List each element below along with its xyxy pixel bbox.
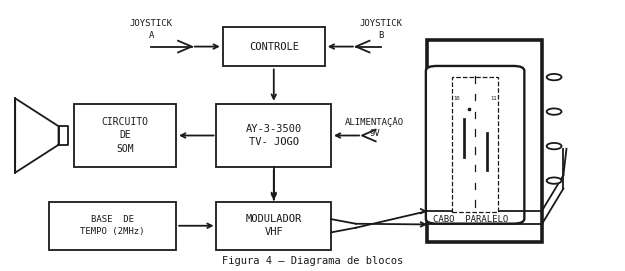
Circle shape <box>547 108 561 115</box>
Bar <box>216 104 331 167</box>
Text: 10: 10 <box>453 96 460 101</box>
Bar <box>427 40 542 242</box>
Text: ALIMENTAÇÃO
9V: ALIMENTAÇÃO 9V <box>345 117 404 138</box>
Circle shape <box>547 74 561 80</box>
FancyBboxPatch shape <box>426 66 524 224</box>
Bar <box>452 77 498 212</box>
Circle shape <box>547 178 561 184</box>
Text: JOYSTICK
A: JOYSTICK A <box>130 19 173 40</box>
Text: JOYSTICK
B: JOYSTICK B <box>359 19 402 40</box>
Text: CONTROLE: CONTROLE <box>249 41 299 51</box>
Text: Figura 4 – Diagrama de blocos: Figura 4 – Diagrama de blocos <box>222 256 403 266</box>
Text: 11: 11 <box>491 96 497 101</box>
Text: CIRCUITO
DE
SOM: CIRCUITO DE SOM <box>102 117 149 154</box>
Bar <box>222 27 325 66</box>
Text: AY-3-3500
TV- JOGO: AY-3-3500 TV- JOGO <box>246 124 302 147</box>
Polygon shape <box>15 98 59 173</box>
Text: CABO  PARALELO: CABO PARALELO <box>433 215 508 224</box>
Bar <box>216 202 331 250</box>
Circle shape <box>547 143 561 149</box>
Bar <box>49 202 176 250</box>
Bar <box>74 104 176 167</box>
Text: MODULADOR
VHF: MODULADOR VHF <box>246 214 302 237</box>
Text: BASE  DE
TEMPO (2MHz): BASE DE TEMPO (2MHz) <box>81 215 145 236</box>
